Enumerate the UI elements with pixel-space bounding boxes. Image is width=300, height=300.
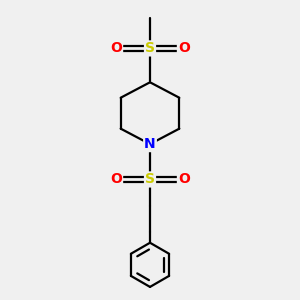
Text: O: O bbox=[178, 41, 190, 56]
Text: O: O bbox=[110, 172, 122, 186]
Text: S: S bbox=[145, 41, 155, 56]
Text: S: S bbox=[145, 172, 155, 186]
Text: O: O bbox=[178, 172, 190, 186]
Text: N: N bbox=[144, 137, 156, 151]
Text: O: O bbox=[110, 41, 122, 56]
